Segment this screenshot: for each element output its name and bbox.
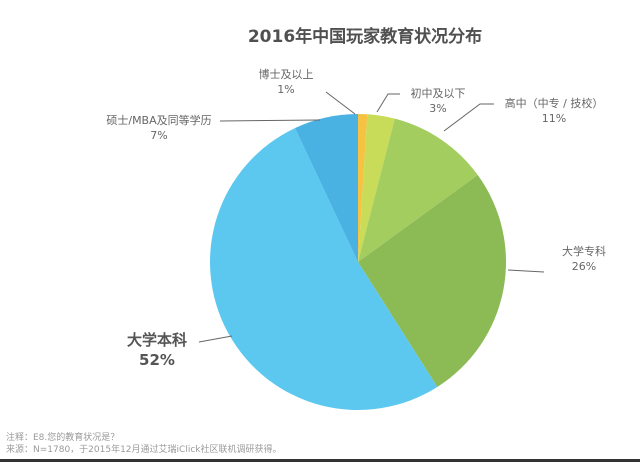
label-college-pct: 26% <box>571 260 597 273</box>
label-master: 硕士/MBA及同等学历 7% <box>96 113 222 143</box>
bottom-border <box>0 459 640 462</box>
footer-source: 来源：N=1780，于2015年12月通过艾瑞iClick社区联机调研获得。 <box>6 445 282 455</box>
pie-slice <box>358 114 395 262</box>
pie-slice <box>210 128 438 410</box>
pie-slice <box>294 114 358 262</box>
chart-title: 2016年中国玩家教育状况分布 <box>247 27 483 47</box>
label-high: 高中（中专 / 技校） 11% <box>494 96 614 126</box>
label-junior-pct: 3% <box>429 102 447 115</box>
label-bachelor-name: 大学本科 <box>126 331 187 349</box>
leader-lines <box>198 91 545 343</box>
label-bachelor: 大学本科 52% <box>112 330 202 370</box>
leader-line-phd <box>325 91 356 115</box>
leader-line-junior <box>376 93 400 113</box>
label-high-name: 高中（中专 / 技校） <box>504 97 604 110</box>
label-master-name: 硕士/MBA及同等学历 <box>106 114 212 127</box>
label-junior: 初中及以下 3% <box>398 86 478 116</box>
leader-line-college <box>507 269 545 273</box>
label-junior-name: 初中及以下 <box>410 87 466 100</box>
leader-line-bachelor <box>198 335 233 343</box>
label-phd-name: 博士及以上 <box>258 68 314 81</box>
label-phd: 博士及以上 1% <box>246 67 326 97</box>
pie-slice <box>358 118 478 262</box>
pie-slice <box>358 175 506 387</box>
label-master-pct: 7% <box>150 129 168 142</box>
label-college-name: 大学专科 <box>562 245 606 258</box>
pie-slice <box>358 114 368 262</box>
label-college: 大学专科 26% <box>544 244 624 274</box>
label-bachelor-pct: 52% <box>139 351 175 369</box>
label-high-pct: 11% <box>541 112 567 125</box>
leader-line-master <box>219 119 321 122</box>
label-phd-pct: 1% <box>277 83 295 96</box>
pie-slices <box>210 114 506 410</box>
footer-note: 注释：E8.您的教育状况是？ <box>6 433 120 443</box>
chart-footer: 注释：E8.您的教育状况是？ 来源：N=1780，于2015年12月通过艾瑞iC… <box>6 432 281 456</box>
leader-line-high <box>443 103 494 132</box>
